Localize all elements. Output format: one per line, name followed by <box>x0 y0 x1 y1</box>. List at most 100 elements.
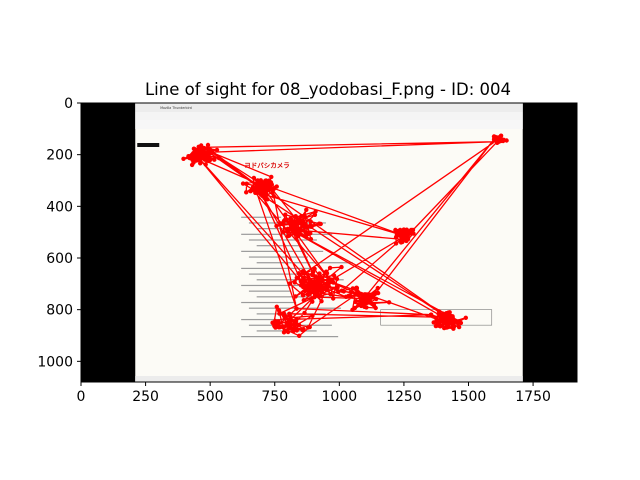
gaze-point <box>370 295 375 300</box>
gaze-point <box>373 290 379 295</box>
gaze-point <box>339 264 344 270</box>
gaze-point <box>504 138 509 143</box>
gaze-point <box>318 294 323 299</box>
x-tick-label: 1000 <box>322 389 358 405</box>
gaze-point <box>313 209 318 214</box>
gaze-point <box>364 292 370 297</box>
gaze-point <box>266 187 272 192</box>
gaze-point <box>275 322 280 327</box>
gaze-point <box>199 146 204 151</box>
x-tick-label: 750 <box>261 389 288 405</box>
gaze-point <box>277 311 282 316</box>
gaze-point <box>317 271 322 276</box>
gaze-point <box>281 229 286 235</box>
gaze-point <box>303 234 308 239</box>
y-tick-label: 600 <box>46 251 73 267</box>
gaze-point <box>244 181 249 186</box>
gaze-point <box>281 330 287 335</box>
gaze-point <box>373 305 378 311</box>
gaze-point <box>203 162 208 167</box>
gaze-point <box>292 280 297 285</box>
gaze-point <box>269 174 274 180</box>
screenshot-text-line <box>241 336 339 338</box>
y-tick-label: 400 <box>46 199 73 215</box>
gaze-point <box>348 289 354 295</box>
gaze-point <box>312 212 318 217</box>
x-axis: 0 250 500 750 1000 1250 1500 1750 <box>77 382 551 405</box>
gaze-point <box>291 329 296 334</box>
gaze-point <box>288 322 294 327</box>
gaze-point <box>303 214 308 220</box>
gaze-point <box>353 299 358 305</box>
x-tick-label: 1750 <box>515 389 551 405</box>
y-tick-label: 800 <box>46 303 73 319</box>
x-tick-label: 0 <box>77 389 86 405</box>
gaze-point <box>300 269 306 274</box>
gaze-point <box>451 326 456 331</box>
gaze-point <box>271 194 276 199</box>
gaze-point <box>444 311 449 316</box>
gaze-point <box>292 225 297 230</box>
gaze-point <box>334 276 340 282</box>
gaze-point <box>302 310 307 316</box>
y-axis: 0 200 400 600 800 1000 <box>37 96 81 370</box>
screenshot-sender-bar <box>137 143 160 147</box>
gaze-point <box>336 289 341 294</box>
gaze-point <box>298 226 303 231</box>
gaze-point <box>404 227 409 232</box>
gaze-point <box>350 307 355 312</box>
gaze-point <box>287 281 292 286</box>
gaze-point <box>393 241 399 246</box>
gaze-point <box>212 157 217 162</box>
gaze-point <box>259 190 265 195</box>
gaze-point <box>375 285 380 291</box>
x-tick-label: 500 <box>197 389 224 405</box>
screenshot-statusbar <box>135 376 523 382</box>
gaze-point <box>440 314 445 320</box>
screenshot-text-line <box>248 290 290 292</box>
gaze-point <box>181 156 186 161</box>
gaze-point <box>284 320 289 326</box>
gaze-point <box>294 306 299 311</box>
gaze-point <box>386 300 392 305</box>
gaze-point <box>283 316 288 321</box>
gaze-point <box>287 227 293 232</box>
x-tick-label: 1500 <box>451 389 487 405</box>
gaze-point <box>444 325 449 330</box>
gaze-point <box>281 311 286 316</box>
screenshot-text-line <box>241 267 315 270</box>
gaze-point <box>304 225 309 230</box>
gaze-point <box>310 299 315 304</box>
gaze-point <box>257 179 262 184</box>
gaze-point <box>300 327 305 333</box>
screenshot-text-line <box>256 245 302 247</box>
gaze-point <box>300 293 306 298</box>
screenshot-window-title: Mozilla Thunderbird <box>160 106 192 110</box>
gaze-point <box>362 304 367 309</box>
gaze-point <box>404 238 409 244</box>
gaze-point <box>186 154 191 159</box>
gaze-point <box>335 285 340 290</box>
gaze-point <box>500 138 506 144</box>
x-tick-label: 1250 <box>386 389 422 405</box>
gaze-point <box>491 137 497 142</box>
gaze-point <box>198 161 203 166</box>
gaze-point <box>308 236 314 242</box>
gaze-point <box>354 285 360 291</box>
gaze-point <box>297 333 302 338</box>
gaze-point <box>304 207 309 212</box>
x-tick-label: 250 <box>132 389 159 405</box>
gaze-point <box>463 315 468 320</box>
screenshot-titlebar <box>135 103 523 112</box>
gaze-point <box>310 269 316 275</box>
gaze-point <box>440 311 446 316</box>
gaze-point <box>273 318 278 324</box>
gaze-point <box>308 219 313 224</box>
gaze-point <box>298 220 304 226</box>
gaze-point <box>402 233 408 239</box>
gaze-point <box>331 273 337 278</box>
gaze-point <box>456 324 462 330</box>
gaze-point <box>301 298 306 303</box>
gaze-point <box>319 299 324 304</box>
